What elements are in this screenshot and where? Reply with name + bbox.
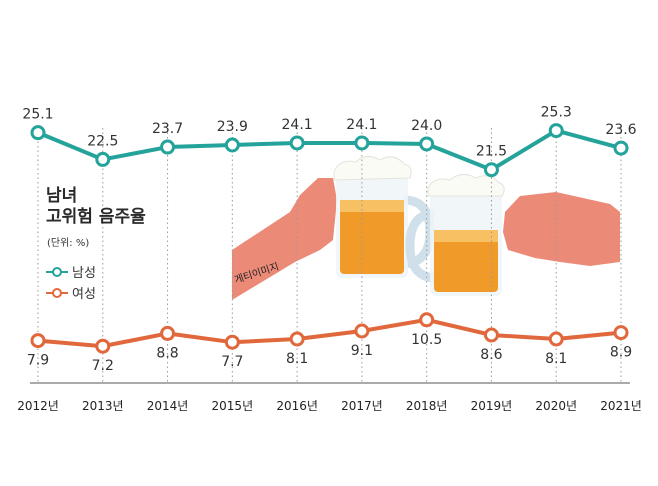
chart-title-line1: 남녀 xyxy=(46,186,78,206)
x-tick-label-9: 2021년 xyxy=(600,399,642,413)
data-point-s0-1 xyxy=(95,151,111,167)
x-tick-label-1: 2013년 xyxy=(82,399,124,413)
data-label-s0-2: 23.7 xyxy=(152,121,183,137)
x-tick-label-8: 2020년 xyxy=(535,399,577,413)
data-label-s0-4: 24.1 xyxy=(282,117,313,133)
data-label-s0-0: 25.1 xyxy=(22,107,53,123)
right-mug-icon xyxy=(405,174,505,296)
chart-title: 남녀 고위험 음주율 xyxy=(46,186,146,228)
legend-swatch-female xyxy=(46,287,68,298)
chart-title-line2: 고위험 음주율 xyxy=(46,207,146,227)
data-point-s0-3 xyxy=(224,137,240,153)
data-label-s0-8: 25.3 xyxy=(541,105,572,121)
data-point-s1-7 xyxy=(483,327,499,343)
left-mug-icon xyxy=(333,156,435,278)
data-point-s0-5 xyxy=(354,135,370,151)
legend-item-male: 남성 xyxy=(46,262,96,281)
legend-label-male: 남성 xyxy=(72,266,96,281)
left-arm-illustration xyxy=(232,178,337,300)
series-layer: 25.1 22.5 23.7 23.9 24.1 24.1 24.0 21.5 25.3 23.6… xyxy=(22,105,636,375)
series-1: 7.9 7.2 8.8 7.7 8.1 9.1 10.5 8.6 8.1 8.9 xyxy=(27,312,632,374)
data-label-s0-5: 24.1 xyxy=(346,117,377,133)
data-label-s1-6: 10.5 xyxy=(411,332,442,348)
data-label-s1-5: 9.1 xyxy=(351,343,373,359)
x-tick-labels: 2012년 2013년 2014년 2015년 2016년 2017년 2018년 2019년… xyxy=(17,399,642,413)
data-point-s1-6 xyxy=(419,312,435,328)
data-point-s1-8 xyxy=(548,331,564,347)
series-line-0 xyxy=(37,128,622,172)
data-point-s1-1 xyxy=(95,338,111,354)
data-label-s1-1: 7.2 xyxy=(92,358,114,374)
data-point-s0-8 xyxy=(548,123,564,139)
data-label-s1-7: 8.6 xyxy=(480,347,502,363)
series-0: 25.1 22.5 23.7 23.9 24.1 24.1 24.0 21.5 25.3 23.6 xyxy=(22,105,637,178)
unit-label: (단위: %) xyxy=(47,238,90,249)
data-label-s0-3: 23.9 xyxy=(217,119,248,135)
data-point-s1-3 xyxy=(224,334,240,350)
data-point-s0-4 xyxy=(289,135,305,151)
x-tick-label-2: 2014년 xyxy=(147,399,189,413)
x-tick-label-0: 2012년 xyxy=(17,399,59,413)
data-point-s1-4 xyxy=(289,331,305,347)
x-tick-label-7: 2019년 xyxy=(471,399,513,413)
data-label-s1-2: 8.8 xyxy=(156,345,178,361)
data-label-s1-9: 8.9 xyxy=(610,345,632,361)
data-point-s1-9 xyxy=(613,325,629,341)
legend-label-female: 여성 xyxy=(72,287,96,302)
data-point-s0-2 xyxy=(160,139,176,155)
data-point-s0-9 xyxy=(613,140,629,156)
data-label-s1-8: 8.1 xyxy=(545,351,567,367)
x-tick-label-6: 2018년 xyxy=(406,399,448,413)
data-label-s0-9: 23.6 xyxy=(605,122,636,138)
legend-item-female: 여성 xyxy=(46,283,96,302)
data-point-s1-5 xyxy=(354,323,370,339)
right-arm-illustration xyxy=(503,192,620,266)
x-tick-label-4: 2016년 xyxy=(276,399,318,413)
data-label-s0-6: 24.0 xyxy=(411,118,442,134)
data-point-s1-0 xyxy=(30,333,46,349)
x-tick-label-3: 2015년 xyxy=(212,399,254,413)
data-label-s1-3: 7.7 xyxy=(221,354,243,370)
data-label-s0-7: 21.5 xyxy=(476,144,507,160)
illustration xyxy=(232,156,620,300)
data-point-s0-6 xyxy=(419,136,435,152)
x-tick-label-5: 2017년 xyxy=(341,399,383,413)
data-point-s1-2 xyxy=(160,325,176,341)
data-label-s1-0: 7.9 xyxy=(27,353,49,369)
data-point-s0-0 xyxy=(30,125,46,141)
series-line-1 xyxy=(37,317,622,349)
legend-swatch-male xyxy=(46,266,68,277)
data-label-s1-4: 8.1 xyxy=(286,351,308,367)
data-label-s0-1: 22.5 xyxy=(87,133,118,149)
data-point-s0-7 xyxy=(483,162,499,178)
